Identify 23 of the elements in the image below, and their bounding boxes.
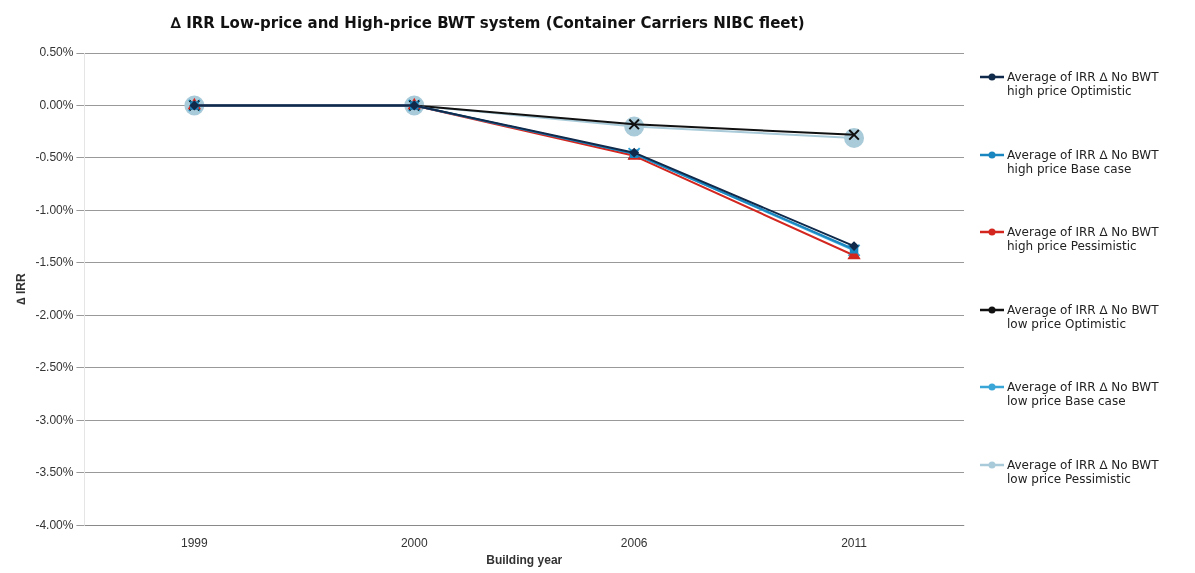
y-tick-label: -2.00% [35,307,74,322]
legend-label: Average of IRR ∆ No BWT high price Base case [1007,147,1160,176]
x-tick-label: 1999 [181,535,209,550]
legend-label: Average of IRR ∆ No BWT low price Optimistic [1007,302,1160,331]
x-axis-title: Building year [486,553,563,568]
legend-label: Average of IRR ∆ No BWT high price Pessimistic [1007,225,1160,253]
legend-label: Average of IRR ∆ No BWT low price Base case [1007,380,1160,408]
y-tick-label: 0.50% [39,45,74,60]
x-tick-label: 2000 [400,535,428,550]
y-tick-label: -3.50% [35,465,74,480]
y-axis-title: ∆ IRR [13,273,28,305]
y-tick-label: -1.50% [35,255,74,270]
y-tick-label: 0.00% [39,97,74,112]
y-tick-label: -0.50% [35,150,74,165]
y-tick-label: -3.00% [35,412,74,427]
x-tick-label: 2006 [620,535,648,550]
y-tick-label: -4.00% [35,517,74,532]
legend-label: Average of IRR ∆ No BWT low price Pessimistic [1007,457,1160,486]
x-tick-label: 2011 [841,535,868,550]
legend-label: Average of IRR ∆ No BWT high price Optimistic [1007,70,1160,98]
chart-title: ∆ IRR Low-price and High-price BWT system (Container Carriers NIBC fleet) [170,13,805,32]
y-tick-label: -1.00% [35,202,74,217]
y-tick-label: -2.50% [35,360,74,375]
